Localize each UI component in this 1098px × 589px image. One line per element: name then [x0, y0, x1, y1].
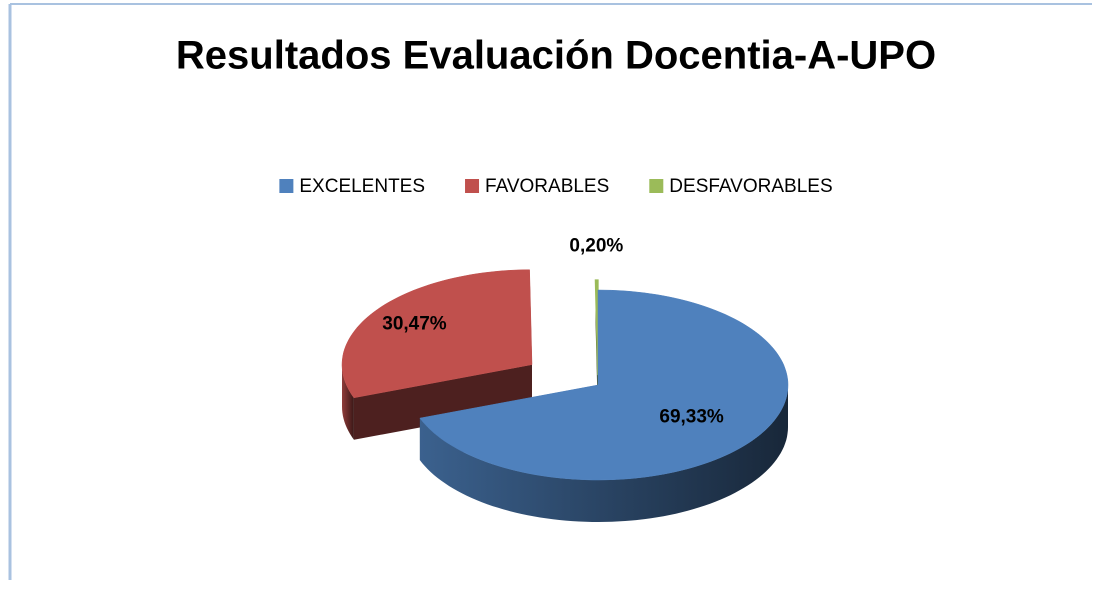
chart-title: Resultados Evaluación Docentia-A-UPO — [176, 34, 936, 78]
legend-label: FAVORABLES — [485, 176, 609, 197]
slice-side — [419, 385, 788, 522]
data-label: 30,47% — [382, 313, 447, 334]
legend-swatch — [465, 179, 480, 193]
slice-top — [419, 289, 789, 481]
data-label: 0,20% — [569, 235, 623, 256]
data-label: 69,33% — [659, 407, 724, 428]
legend-label: DESFAVORABLES — [669, 176, 832, 197]
slice-cut-face — [353, 364, 532, 440]
slice-side — [342, 364, 354, 440]
legend-swatch — [649, 179, 664, 193]
slice-top — [341, 269, 533, 399]
legend-swatch — [279, 179, 294, 193]
slice — [341, 269, 533, 440]
legend-label: EXCELENTES — [299, 176, 425, 197]
slice — [419, 289, 789, 522]
